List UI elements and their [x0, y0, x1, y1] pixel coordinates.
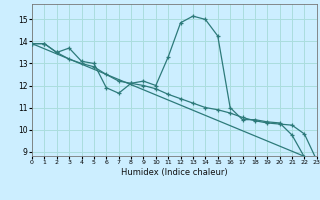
X-axis label: Humidex (Indice chaleur): Humidex (Indice chaleur)	[121, 168, 228, 177]
